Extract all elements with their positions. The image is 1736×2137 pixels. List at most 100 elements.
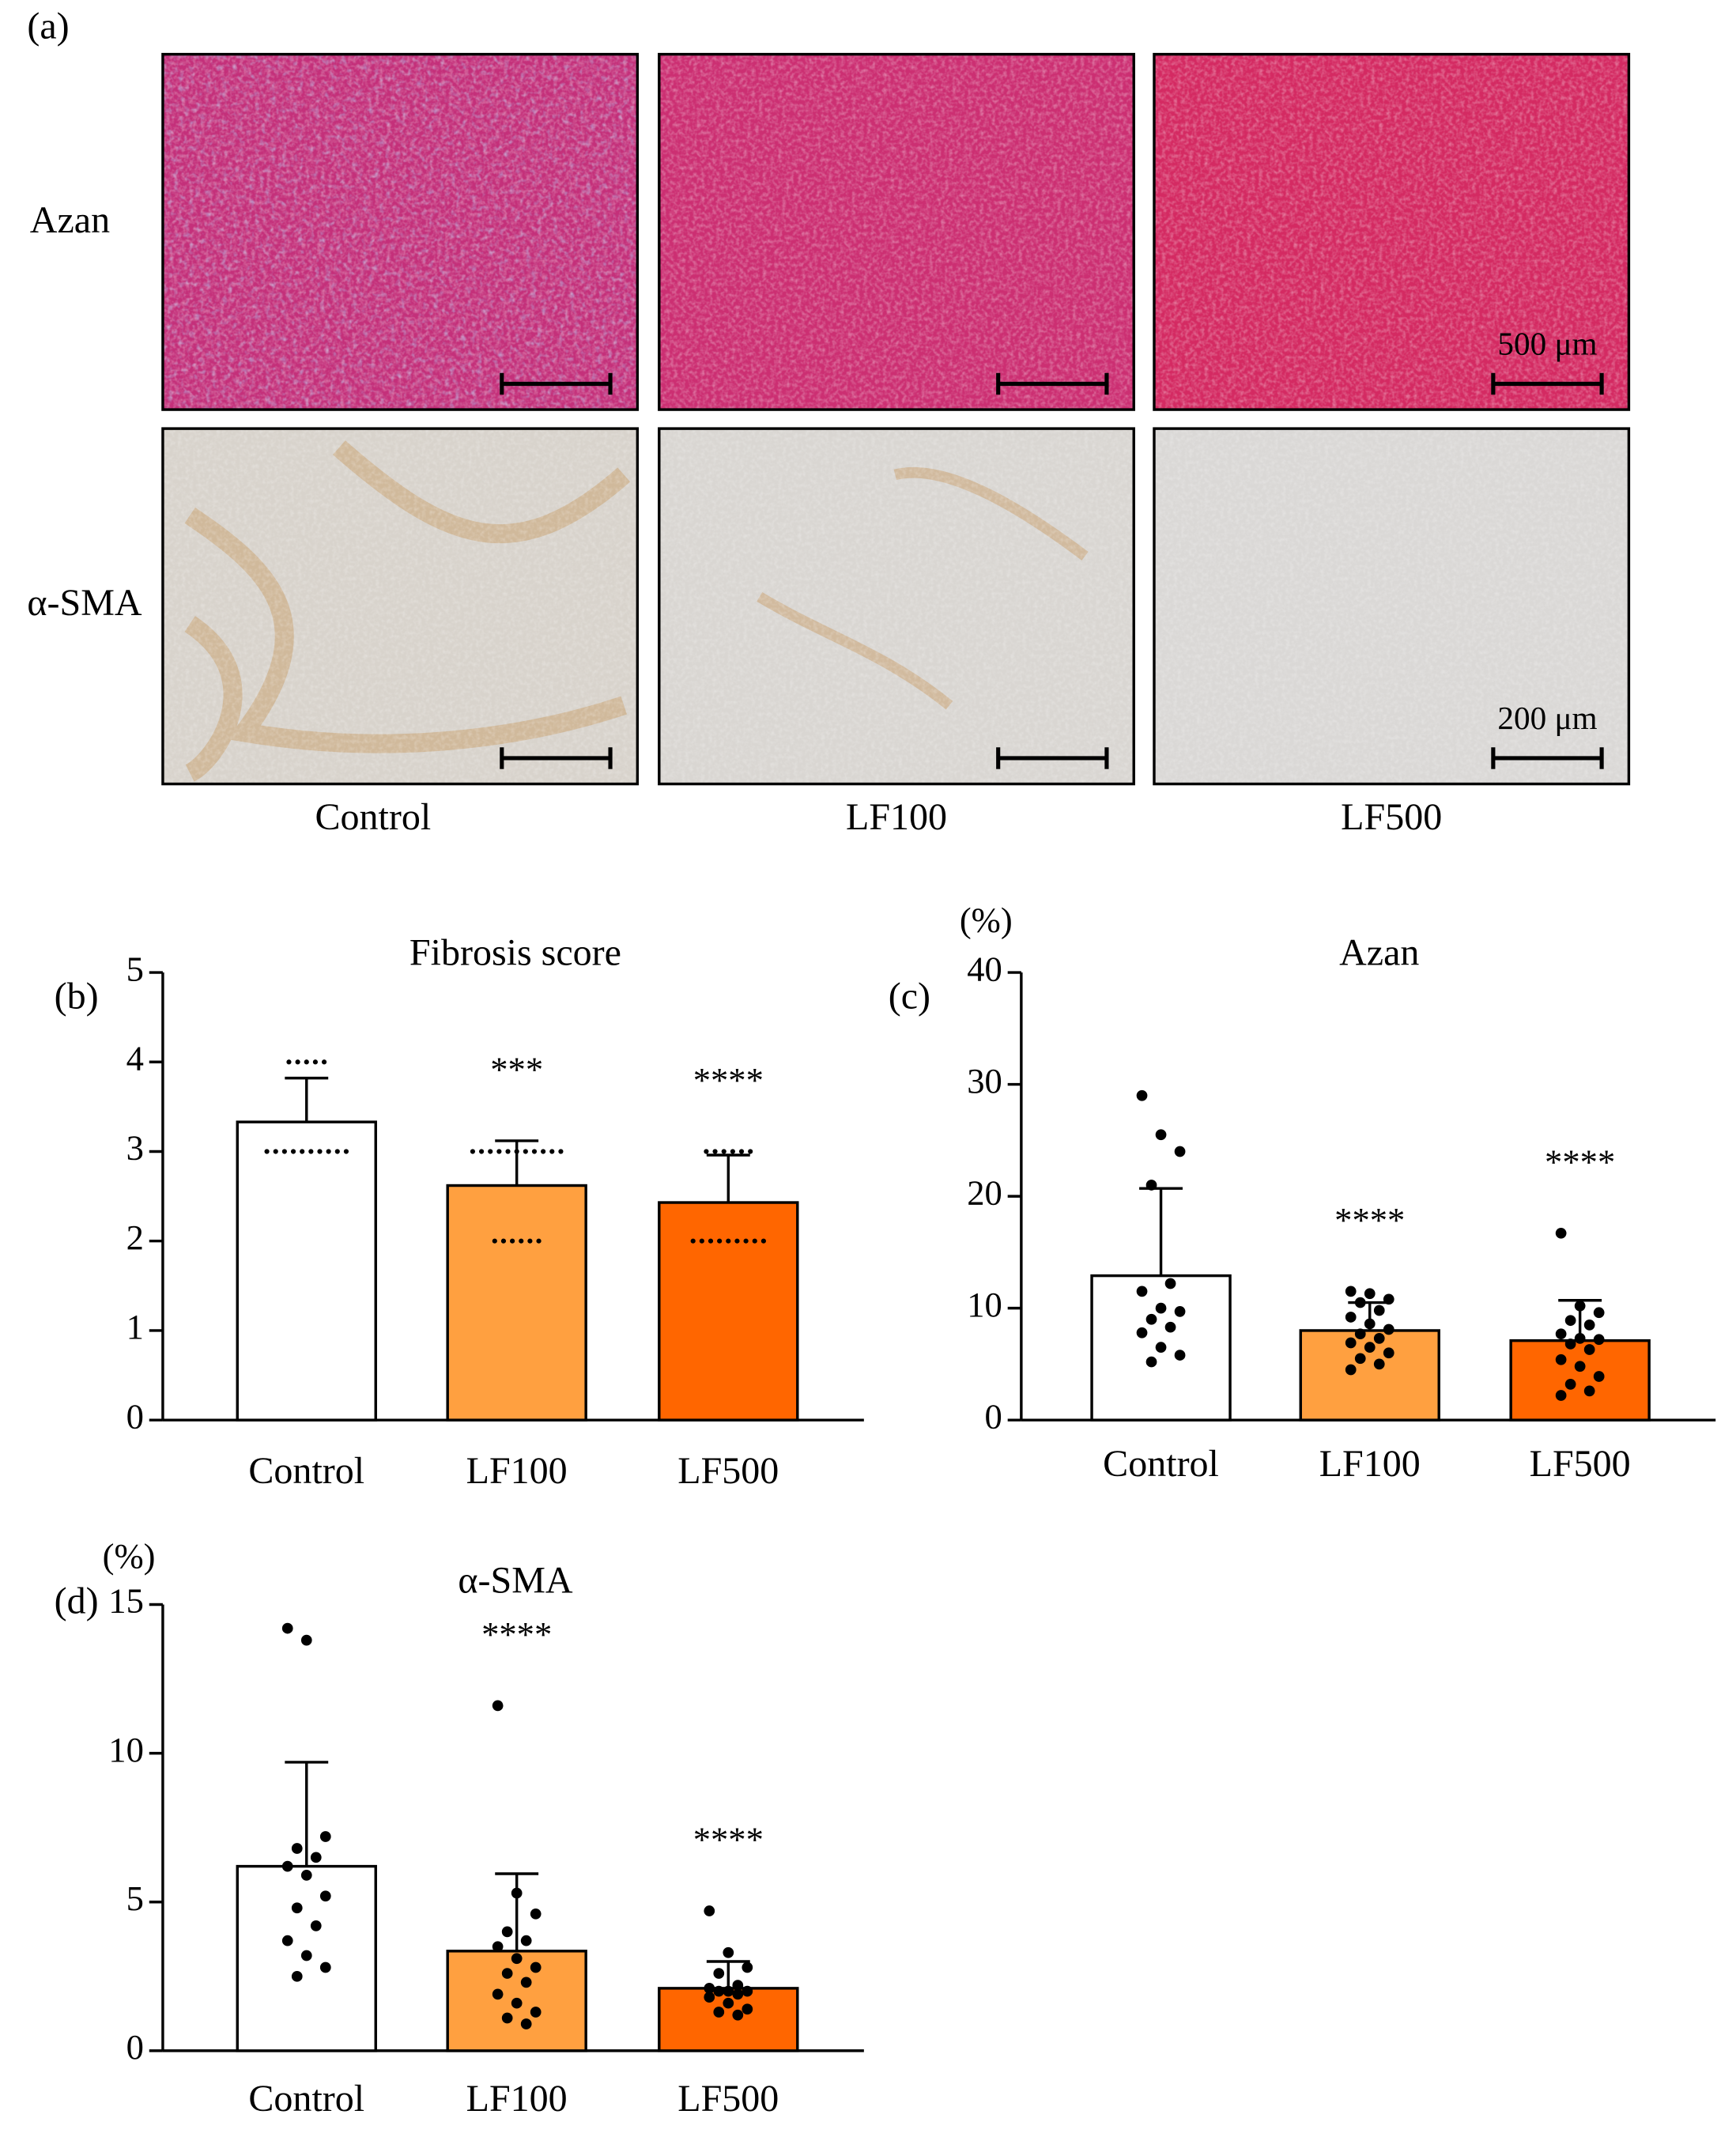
data-point	[264, 1149, 270, 1154]
data-point	[1174, 1306, 1186, 1317]
data-point	[713, 2007, 725, 2018]
bar	[446, 1184, 587, 1422]
micrograph-texture	[659, 54, 1134, 410]
data-point	[717, 1238, 723, 1244]
data-point	[1383, 1323, 1394, 1335]
micrograph-texture	[659, 429, 1134, 784]
x-tick-label: Control	[248, 1450, 364, 1492]
x-tick-label: LF100	[1319, 1443, 1421, 1485]
data-point	[488, 1149, 493, 1154]
data-point	[1564, 1379, 1576, 1390]
data-point	[501, 1926, 513, 1938]
significance: ***	[490, 1049, 543, 1089]
data-point	[1364, 1318, 1376, 1330]
x-tick-label: Control	[248, 2078, 364, 2120]
data-point	[704, 1905, 715, 1916]
micrograph-texture	[1153, 429, 1629, 784]
significance: ****	[1545, 1142, 1615, 1181]
data-point	[536, 1238, 542, 1244]
x-tick-label: LF500	[1530, 1443, 1631, 1485]
significance: ****	[1334, 1200, 1405, 1240]
data-point	[1555, 1390, 1567, 1401]
data-point	[760, 1238, 766, 1244]
data-point	[511, 1887, 523, 1899]
y-tick-label: 2	[126, 1218, 144, 1257]
x-tick-label: LF500	[677, 2078, 779, 2120]
significance: ****	[693, 1060, 764, 1100]
data-point	[291, 1902, 303, 1914]
data-point	[326, 1149, 331, 1154]
data-point	[290, 1149, 296, 1154]
significance: ****	[693, 1820, 764, 1859]
data-point	[1574, 1300, 1586, 1312]
data-point	[300, 1950, 312, 1961]
panel-label: (d)	[55, 1580, 99, 1622]
data-point	[1145, 1313, 1157, 1325]
data-point	[1555, 1227, 1567, 1239]
y-tick-label: 40	[967, 949, 1002, 988]
micrograph-frame	[1153, 52, 1631, 411]
y-tick-label: 4	[126, 1038, 144, 1078]
column-label: Control	[315, 796, 431, 838]
data-point	[530, 1908, 542, 1920]
data-point	[712, 1149, 718, 1154]
bar	[658, 1987, 799, 2052]
data-point	[470, 1149, 476, 1154]
data-point	[1373, 1332, 1385, 1344]
data-point	[1174, 1146, 1186, 1157]
data-point	[721, 1149, 726, 1154]
data-point	[334, 1149, 340, 1154]
x-tick-label: LF100	[466, 1450, 568, 1492]
data-point	[291, 1970, 303, 1982]
data-point	[281, 1622, 293, 1634]
x-tick-label: LF100	[466, 2078, 568, 2120]
data-point	[1345, 1312, 1357, 1323]
data-point	[527, 1238, 533, 1244]
data-point	[505, 1149, 511, 1154]
data-point	[501, 2012, 513, 2024]
y-tick-label: 1	[126, 1307, 144, 1346]
data-point	[300, 1149, 305, 1154]
data-point	[1345, 1337, 1357, 1349]
row-label: α-SMA	[27, 582, 142, 624]
data-point	[1383, 1293, 1394, 1305]
data-point	[730, 1149, 735, 1154]
y-tick-label: 10	[967, 1285, 1002, 1324]
data-point	[312, 1059, 319, 1065]
data-point	[1583, 1320, 1595, 1331]
y-tick-label: 0	[985, 1396, 1002, 1436]
panel-label: (b)	[55, 975, 99, 1017]
data-point	[704, 1992, 715, 2003]
data-point	[492, 1238, 497, 1244]
y-unit: (%)	[960, 900, 1013, 940]
data-point	[1145, 1356, 1157, 1368]
data-point	[1373, 1304, 1385, 1316]
column-label: LF100	[846, 796, 947, 838]
bar	[236, 1120, 377, 1422]
chart-title: Azan	[1339, 931, 1419, 973]
micrograph-texture	[162, 54, 638, 410]
data-point	[1593, 1307, 1605, 1319]
micrograph-texture	[162, 429, 638, 784]
micrograph-frame	[161, 52, 640, 411]
data-point	[742, 1961, 753, 1973]
data-point	[304, 1059, 309, 1065]
data-point	[478, 1149, 485, 1154]
row-label: Azan	[30, 199, 110, 241]
data-point	[343, 1149, 349, 1154]
data-point	[541, 1149, 546, 1154]
data-point	[1574, 1332, 1586, 1344]
data-point	[752, 1238, 757, 1244]
y-tick-label: 15	[108, 1581, 144, 1621]
data-point	[1564, 1315, 1576, 1327]
data-point	[1354, 1297, 1366, 1308]
data-point	[723, 1946, 734, 1958]
data-point	[317, 1149, 323, 1154]
micrograph-frame	[161, 427, 640, 786]
column-label: LF500	[1341, 796, 1442, 838]
chart-title: α-SMA	[458, 1560, 573, 1602]
data-point	[723, 1997, 734, 2009]
data-point	[704, 1983, 715, 1994]
data-point	[273, 1149, 278, 1154]
data-point	[1164, 1321, 1176, 1333]
